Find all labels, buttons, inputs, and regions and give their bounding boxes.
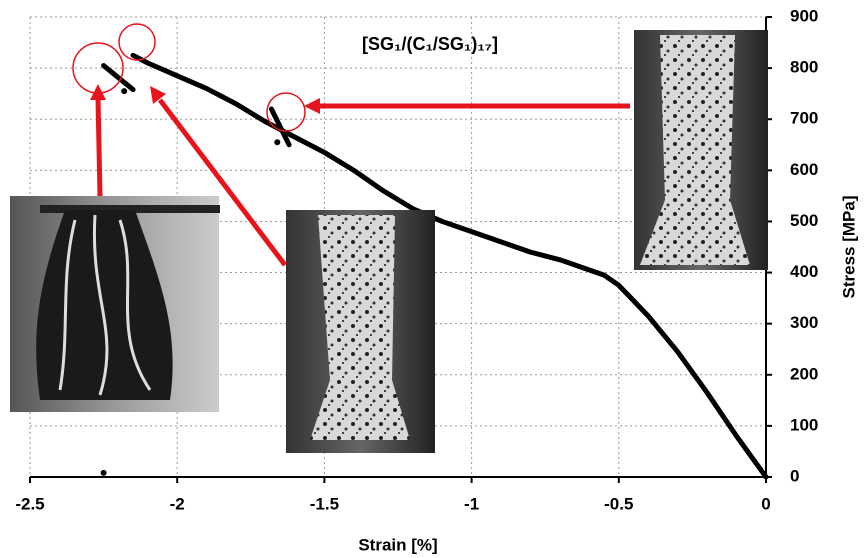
x-tick-label: -2.5	[15, 494, 44, 513]
chart-title: [SG₁/(C₁/SG₁)₁₇]	[362, 34, 498, 54]
y-tick-label: 200	[790, 364, 818, 383]
y-tick-label: 700	[790, 109, 818, 128]
x-tick-label: -2	[170, 494, 185, 513]
y-tick-label: 800	[790, 58, 818, 77]
photo-mid	[286, 210, 435, 453]
y-tick-label: 400	[790, 262, 818, 281]
data-point	[100, 469, 107, 476]
photo-broken	[10, 196, 220, 412]
annotations	[72, 23, 630, 267]
y-tick-label: 300	[790, 313, 818, 332]
photo-start	[634, 30, 768, 270]
y-tick-label: 900	[790, 6, 818, 25]
y-axis-label: Stress [MPa]	[839, 196, 858, 299]
x-tick-label: 0	[761, 494, 770, 513]
y-tick-label: 0	[790, 466, 799, 485]
y-tick-label: 100	[790, 415, 818, 434]
data-point	[274, 139, 281, 146]
x-tick-label: -1	[464, 494, 479, 513]
plot: 0 100 200 300 400 500 600 700 800 900 -2.5 -2 -1.5 -1…	[15, 6, 818, 513]
y-tick-label: 600	[790, 160, 818, 179]
y-tick-label: 500	[790, 211, 818, 230]
x-tick-label: -0.5	[604, 494, 633, 513]
data-point	[121, 88, 128, 95]
data-line	[101, 63, 136, 93]
data-line	[268, 106, 292, 148]
x-tick-label: -1.5	[310, 494, 339, 513]
x-axis-label: Strain [%]	[358, 535, 437, 554]
data-line	[130, 52, 769, 480]
